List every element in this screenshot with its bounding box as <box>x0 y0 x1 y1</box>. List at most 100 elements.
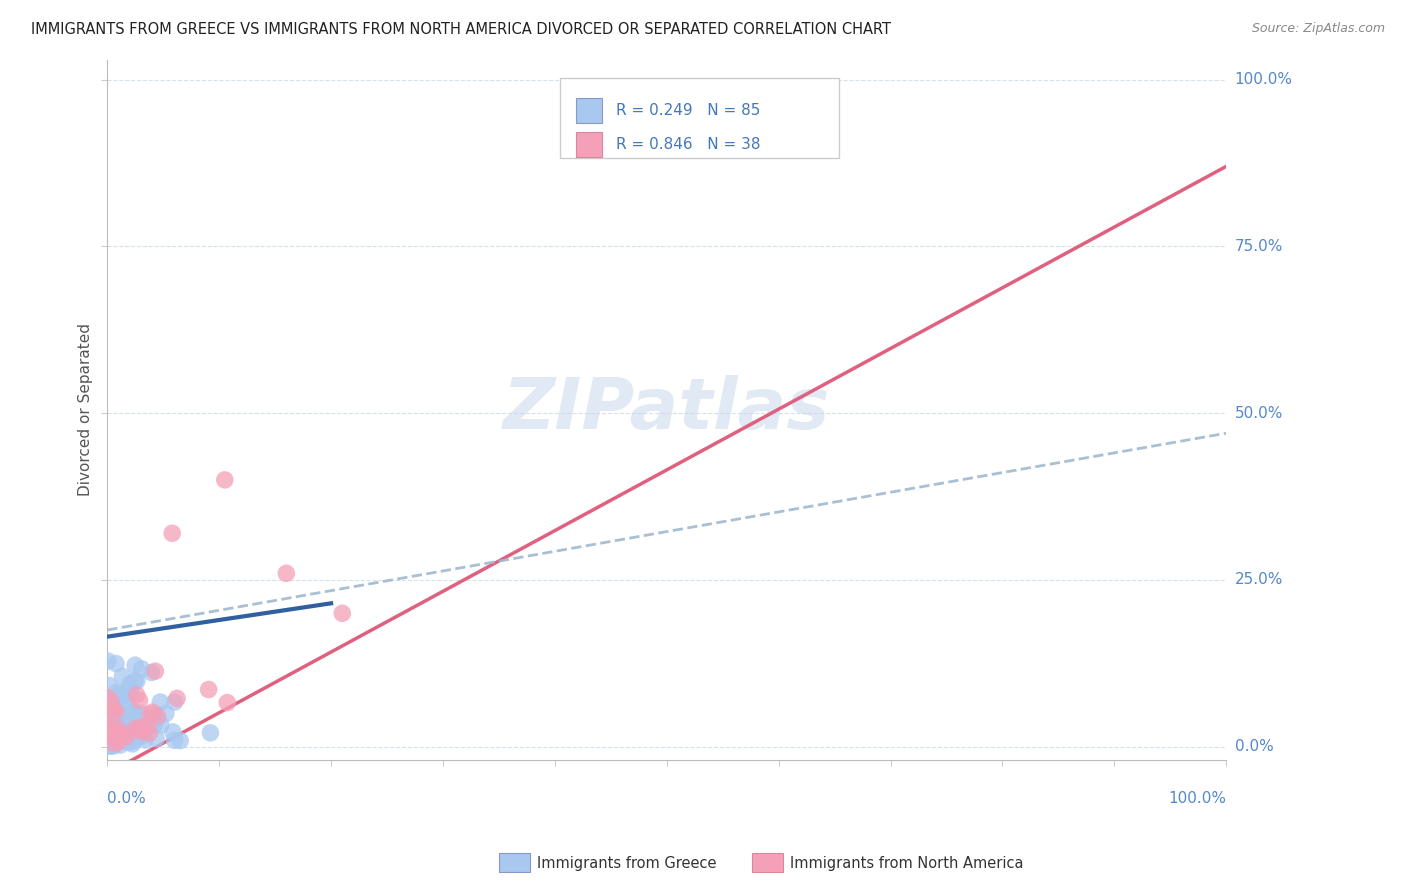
Point <box>105 727 128 741</box>
Point <box>110 724 132 739</box>
Point <box>134 733 156 747</box>
Point <box>120 681 142 695</box>
Point <box>145 731 167 746</box>
Point <box>100 695 122 709</box>
Point <box>122 705 145 719</box>
Text: R = 0.249   N = 85: R = 0.249 N = 85 <box>616 103 761 118</box>
Point <box>149 718 172 732</box>
Point <box>97 738 120 752</box>
Point <box>96 693 118 707</box>
Point <box>103 725 125 739</box>
Point <box>101 699 124 714</box>
Point <box>111 669 134 683</box>
Point <box>155 706 177 721</box>
Point <box>101 702 124 716</box>
Point <box>101 711 124 725</box>
Point <box>114 719 136 733</box>
Point <box>103 723 125 737</box>
Text: 100.0%: 100.0% <box>1234 72 1292 87</box>
Point <box>217 696 239 710</box>
Point <box>121 705 143 719</box>
Point <box>110 724 132 739</box>
Point <box>330 607 353 621</box>
Point <box>97 719 120 733</box>
Point <box>105 721 128 735</box>
Point <box>128 725 150 739</box>
Point <box>128 706 150 721</box>
Point <box>103 736 125 750</box>
Text: ZIPatlas: ZIPatlas <box>503 376 831 444</box>
Point <box>100 730 122 744</box>
Point <box>162 725 184 739</box>
Point <box>124 658 146 673</box>
Point <box>136 719 159 733</box>
Point <box>100 723 122 737</box>
Point <box>105 657 128 671</box>
Point <box>122 734 145 748</box>
Point <box>101 739 124 753</box>
Point <box>108 707 131 722</box>
Point <box>122 724 145 739</box>
Point <box>112 729 135 743</box>
Point <box>121 706 143 721</box>
Point <box>100 705 122 719</box>
Point <box>104 711 127 725</box>
Point <box>145 664 167 678</box>
Point <box>110 688 132 702</box>
Point <box>105 685 128 699</box>
Point <box>276 566 298 581</box>
Point <box>117 719 139 733</box>
Point <box>117 732 139 747</box>
Text: Source: ZipAtlas.com: Source: ZipAtlas.com <box>1251 22 1385 36</box>
Text: R = 0.846   N = 38: R = 0.846 N = 38 <box>616 137 761 153</box>
Point <box>117 687 139 701</box>
Point <box>200 726 222 740</box>
Point <box>104 730 127 744</box>
Point <box>110 715 132 730</box>
Text: Immigrants from Greece: Immigrants from Greece <box>537 856 717 871</box>
Point <box>97 654 120 668</box>
Point <box>100 728 122 742</box>
Point <box>108 738 131 752</box>
Point <box>146 712 169 726</box>
Text: 0.0%: 0.0% <box>1234 739 1274 755</box>
Point <box>103 738 125 752</box>
Point <box>97 729 120 743</box>
Point <box>129 730 152 744</box>
Text: 100.0%: 100.0% <box>1168 790 1226 805</box>
Point <box>131 724 153 739</box>
Point <box>117 735 139 749</box>
Point <box>124 673 146 688</box>
Point <box>141 665 163 680</box>
Point <box>214 473 236 487</box>
Text: 25.0%: 25.0% <box>1234 573 1282 588</box>
Point <box>97 709 120 723</box>
Point <box>129 728 152 742</box>
Point <box>96 704 118 718</box>
Point <box>101 722 124 736</box>
Point <box>128 723 150 737</box>
Point <box>163 733 186 747</box>
Point <box>100 739 122 753</box>
Point <box>100 739 122 753</box>
Point <box>169 733 191 747</box>
Point <box>107 735 129 749</box>
Point <box>103 730 125 744</box>
Point <box>114 699 136 714</box>
Point <box>142 714 165 729</box>
Point <box>160 526 183 541</box>
Point <box>98 679 121 693</box>
Point <box>143 717 166 731</box>
Point <box>111 690 134 705</box>
Point <box>98 725 121 739</box>
Point <box>118 677 141 691</box>
Point <box>110 730 132 744</box>
Point <box>108 727 131 741</box>
Point <box>96 690 118 705</box>
Point <box>125 688 148 702</box>
Point <box>105 697 128 711</box>
Point <box>108 687 131 701</box>
Text: 50.0%: 50.0% <box>1234 406 1282 421</box>
Point <box>115 730 138 744</box>
Point <box>139 706 162 721</box>
